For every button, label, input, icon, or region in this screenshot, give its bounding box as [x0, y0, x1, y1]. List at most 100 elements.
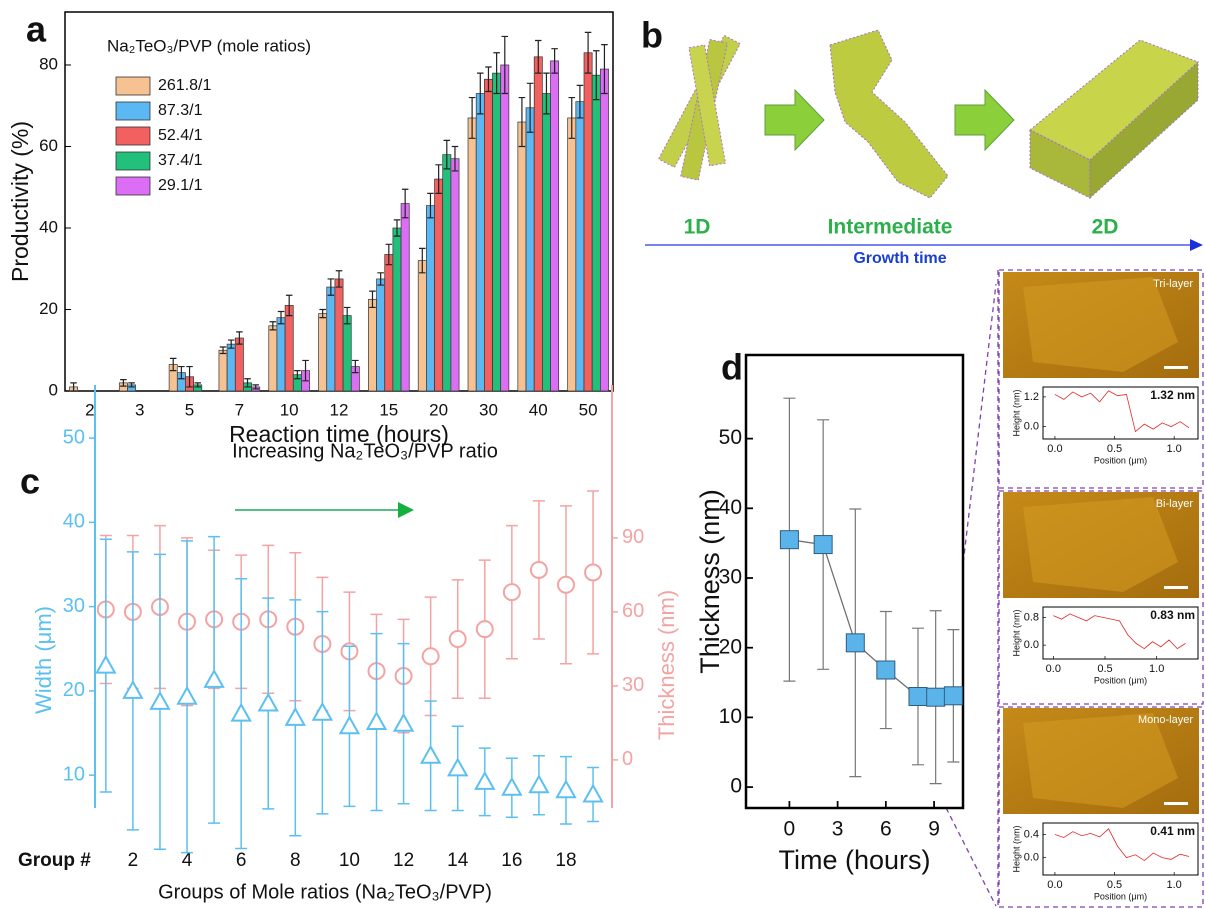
data-line [1054, 390, 1190, 433]
marker [149, 690, 171, 710]
x-tick-label: 2 [85, 400, 94, 419]
image-label: Mono-layer [1138, 714, 1193, 726]
bar [575, 101, 585, 392]
bar [284, 305, 294, 392]
bar [442, 154, 452, 392]
marker [943, 686, 963, 706]
y-tick-label: 0.0 [1024, 852, 1039, 864]
x-tick-label: 15 [379, 400, 398, 419]
marker [203, 668, 225, 688]
x-tick-label: 0.0 [1047, 879, 1062, 891]
stage-label: Intermediate [828, 216, 953, 239]
y-tick-label: 10 [63, 763, 85, 785]
error-bar [227, 339, 235, 349]
x-tick-label: 0.5 [1107, 879, 1122, 891]
y2-tick-label: 90 [622, 526, 644, 548]
bar [326, 286, 336, 392]
error-bar [419, 247, 426, 274]
legend-label: 37.4/1 [158, 152, 203, 169]
marker [528, 774, 550, 794]
x-tick-label: 6 [880, 818, 892, 841]
error-bar [485, 66, 492, 93]
error-bar [535, 39, 542, 74]
x-tick-label: 9 [928, 818, 940, 841]
error-bar [576, 84, 584, 119]
x-tick-label: 0 [784, 818, 796, 841]
x-tick-label: 2 [128, 850, 139, 871]
error-bar [128, 382, 135, 388]
x-axis-label: Time (hours) [778, 845, 930, 875]
bar [525, 107, 535, 392]
y-tick-label: 50 [719, 426, 742, 449]
x-tick-label: 7 [235, 400, 244, 419]
data-line [1054, 828, 1190, 862]
x-tick-label: 20 [429, 400, 448, 419]
marker [284, 706, 307, 726]
plot-frame [1042, 822, 1199, 876]
error-bar [526, 82, 534, 133]
legend-label: 87.3/1 [158, 102, 203, 119]
bar [342, 315, 352, 392]
bar [426, 205, 435, 392]
panel-label: c [20, 461, 40, 502]
error-bar [343, 306, 351, 325]
x-tick-label: 0.5 [1097, 663, 1112, 675]
bar [599, 68, 609, 392]
bar [368, 298, 377, 392]
error-bar [385, 243, 393, 266]
y-tick-label: 0.8 [1024, 611, 1039, 623]
error-bar [236, 331, 243, 345]
y-axis-label: Width (μm) [31, 606, 56, 714]
error-bar [377, 272, 384, 286]
marker [555, 779, 577, 799]
x-tick-label: 14 [447, 850, 469, 871]
image-label: Tri-layer [1153, 278, 1193, 290]
plot-frame [744, 353, 965, 810]
legend-swatch [115, 76, 151, 96]
error-bar [601, 44, 608, 95]
error-bar [277, 310, 285, 325]
y-tick-label: 0 [49, 380, 58, 399]
error-bar [169, 357, 177, 372]
error-bar [120, 378, 127, 387]
bar [567, 117, 577, 392]
annotation: Increasing Na₂TeO₃/PVP ratio [232, 440, 498, 462]
marker [908, 686, 928, 706]
error-bar [294, 370, 301, 380]
marker [95, 654, 117, 674]
marker [421, 647, 440, 666]
error-bar [369, 290, 376, 309]
bar [533, 56, 543, 392]
x-axis-label: Position (μm) [1094, 455, 1147, 465]
bar [334, 278, 344, 392]
error-bar [327, 278, 335, 296]
marker [529, 560, 548, 579]
x-tick-label: 5 [185, 400, 194, 419]
bar [218, 349, 228, 392]
y2-tick-label: 60 [622, 600, 644, 622]
error-bar [70, 382, 77, 392]
bar [492, 72, 502, 392]
x-tick-label: 40 [529, 400, 548, 419]
marker [419, 744, 442, 764]
y2-tick-label: 0 [622, 748, 633, 770]
x-tick-label: 18 [555, 850, 576, 871]
x-tick-label: 3 [832, 818, 844, 841]
bar [384, 254, 394, 392]
y-tick-label: 40 [39, 217, 58, 236]
x-tick-label: 0.0 [1046, 663, 1061, 675]
y-tick-label: 30 [63, 595, 85, 617]
bar [226, 343, 236, 392]
x-tick-label: 16 [501, 850, 522, 871]
error-bar [592, 50, 600, 101]
y-tick-label: 1.2 [1024, 391, 1039, 403]
y-axis-label: Height (nm) [1011, 389, 1021, 436]
y-tick-label: 40 [719, 496, 742, 519]
x-tick-label: 10 [280, 400, 299, 419]
y-axis-label: Productivity (%) [7, 121, 33, 282]
scale-bar [1164, 366, 1188, 369]
error-bar [543, 72, 550, 115]
y-tick-label: 60 [39, 136, 58, 155]
marker [447, 757, 469, 777]
